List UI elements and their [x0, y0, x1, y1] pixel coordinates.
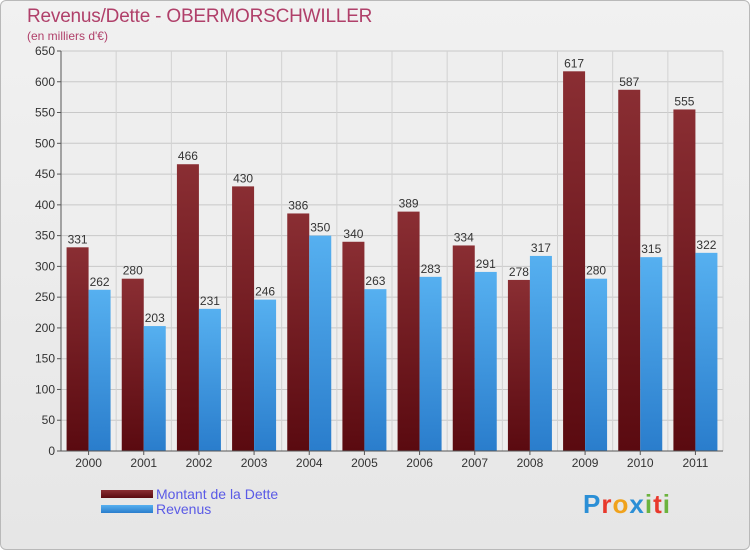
y-tick-label: 50: [42, 413, 56, 427]
x-tick-label: 2001: [130, 456, 157, 470]
data-label: 466: [178, 149, 198, 163]
bar-debt: [563, 71, 586, 452]
bar-debt: [342, 241, 365, 451]
y-tick-label: 250: [35, 290, 55, 304]
y-tick-label: 450: [35, 167, 55, 181]
bar-revenue: [88, 289, 111, 451]
data-label: 617: [564, 56, 584, 70]
data-label: 246: [255, 285, 275, 299]
x-tick-label: 2008: [517, 456, 544, 470]
data-label: 587: [619, 75, 639, 89]
y-tick-label: 0: [48, 444, 55, 458]
data-label: 331: [68, 232, 88, 246]
data-label: 555: [674, 94, 694, 108]
y-tick-label: 150: [35, 352, 55, 366]
legend-swatch-debt: [101, 490, 153, 498]
bar-revenue: [529, 255, 552, 451]
bar-debt: [452, 245, 475, 451]
chart-title: Revenus/Dette - OBERMORSCHWILLER: [27, 6, 373, 27]
bar-debt: [507, 279, 530, 451]
x-tick-label: 2004: [296, 456, 323, 470]
bars: [66, 71, 718, 452]
bar-debt: [176, 164, 199, 451]
logo-letter: t: [653, 489, 663, 519]
bar-revenue: [309, 235, 332, 451]
y-tick-label: 400: [35, 198, 55, 212]
bar-debt: [232, 186, 255, 451]
logo-letter: i: [644, 489, 654, 519]
bar-revenue: [474, 271, 497, 451]
x-tick-label: 2007: [461, 456, 488, 470]
x-tick-label: 2011: [683, 456, 709, 470]
bar-revenue: [695, 252, 718, 451]
data-label: 203: [145, 311, 165, 325]
x-tick-label: 2010: [627, 456, 654, 470]
data-label: 430: [233, 171, 253, 185]
data-label: 317: [531, 241, 551, 255]
legend-label-debt: Montant de la Dette: [156, 486, 279, 502]
data-label: 350: [310, 221, 330, 235]
data-label: 280: [123, 264, 143, 278]
x-tick-label: 2005: [351, 456, 378, 470]
data-label: 283: [421, 262, 441, 276]
y-tick-label: 550: [35, 106, 55, 120]
x-tick-label: 2009: [572, 456, 599, 470]
bar-revenue: [364, 289, 387, 451]
data-label: 315: [641, 242, 661, 256]
bar-debt: [121, 278, 144, 451]
x-tick-label: 2000: [75, 456, 102, 470]
y-tick-label: 100: [35, 382, 55, 396]
bar-debt: [397, 211, 420, 451]
x-tick-label: 2002: [186, 456, 213, 470]
logo-letter: x: [629, 489, 645, 519]
y-tick-label: 600: [35, 75, 55, 89]
data-label: 278: [509, 265, 529, 279]
data-label: 386: [288, 198, 308, 212]
chart-subtitle: (en milliers d'€): [27, 29, 108, 43]
x-tick-label: 2006: [406, 456, 433, 470]
data-label: 334: [454, 230, 474, 244]
logo-letter: r: [601, 489, 613, 519]
legend-label-revenue: Revenus: [156, 501, 212, 517]
bar-revenue: [419, 276, 442, 451]
bar-revenue: [585, 278, 608, 451]
data-label: 389: [399, 197, 419, 211]
bar-debt: [287, 213, 310, 451]
grid-lines: [60, 50, 724, 452]
data-label: 231: [200, 294, 220, 308]
bar-revenue: [254, 299, 277, 451]
axes: 0 50 100 150 200 250 300 350 400 450 500 550 600 650 2…: [35, 44, 723, 470]
bar-revenue: [143, 326, 166, 451]
y-tick-label: 200: [35, 321, 55, 335]
bar-revenue: [640, 257, 663, 451]
data-label: 340: [343, 227, 363, 241]
y-tick-label: 500: [35, 136, 55, 150]
bar-revenue: [198, 308, 221, 451]
y-tick-label: 300: [35, 259, 55, 273]
data-label: 263: [365, 274, 385, 288]
logo-letter: o: [612, 489, 630, 519]
y-tick-label: 650: [35, 44, 55, 58]
data-label: 280: [586, 264, 606, 278]
logo-letter: P: [583, 489, 602, 519]
bar-debt: [66, 247, 89, 451]
bar-debt: [673, 109, 696, 451]
data-label: 322: [696, 238, 716, 252]
legend-swatch-revenue: [101, 505, 153, 513]
x-tick-label: 2003: [241, 456, 268, 470]
y-tick-label: 350: [35, 229, 55, 243]
data-label: 262: [90, 275, 110, 289]
data-label: 291: [476, 257, 496, 271]
bar-debt: [618, 89, 641, 452]
proxiti-logo: Proxiti: [583, 489, 671, 520]
logo-letter: i: [662, 489, 671, 519]
